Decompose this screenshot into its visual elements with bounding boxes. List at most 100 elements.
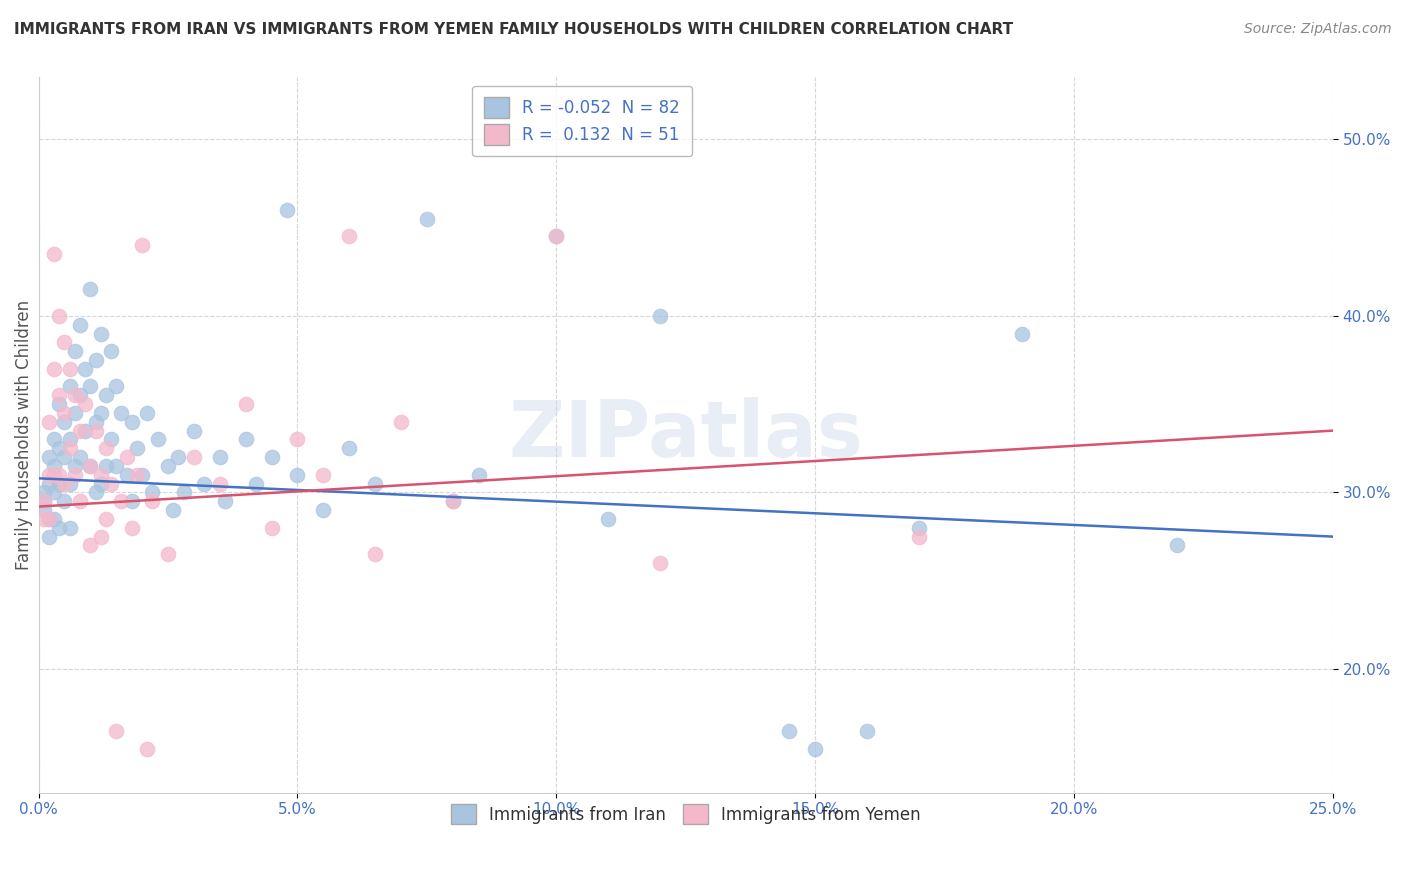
Point [38, 415, 60, 429]
Point [53, 494, 76, 508]
Point [167, 450, 190, 464]
Point [441, 494, 464, 508]
Point [110, 494, 132, 508]
Point [183, 450, 205, 464]
Point [115, 467, 138, 482]
Point [75, 397, 97, 411]
Point [59, 476, 82, 491]
Point [53, 450, 76, 464]
Point [260, 521, 283, 535]
Point [32, 503, 55, 517]
Point [90, 326, 112, 341]
Point [121, 415, 143, 429]
Text: ZIPatlas: ZIPatlas [508, 397, 863, 473]
Point [115, 450, 138, 464]
Point [131, 238, 153, 252]
Point [63, 388, 86, 402]
Point [42, 458, 65, 473]
Point [312, 503, 335, 517]
Point [208, 450, 231, 464]
Point [125, 442, 148, 456]
Point [63, 344, 86, 359]
Point [84, 424, 107, 438]
Point [69, 388, 91, 402]
Point [235, 433, 257, 447]
Point [208, 476, 231, 491]
Point [90, 406, 112, 420]
Point [193, 476, 215, 491]
Point [546, 229, 568, 244]
Point [100, 344, 122, 359]
Point [48, 467, 70, 482]
Point [364, 547, 387, 561]
Point [105, 723, 128, 738]
Point [105, 458, 128, 473]
Point [141, 494, 163, 508]
Point [69, 450, 91, 464]
Point [183, 424, 205, 438]
Point [42, 485, 65, 500]
Point [804, 741, 827, 756]
Point [69, 424, 91, 438]
Point [337, 229, 360, 244]
Point [79, 379, 101, 393]
Point [94, 442, 117, 456]
Point [94, 458, 117, 473]
Point [416, 211, 439, 226]
Point [53, 335, 76, 350]
Point [69, 494, 91, 508]
Point [48, 442, 70, 456]
Point [131, 467, 153, 482]
Point [42, 247, 65, 261]
Text: Source: ZipAtlas.com: Source: ZipAtlas.com [1244, 22, 1392, 37]
Point [32, 494, 55, 508]
Point [907, 530, 929, 544]
Y-axis label: Family Households with Children: Family Households with Children [15, 300, 32, 570]
Point [337, 442, 360, 456]
Point [287, 467, 309, 482]
Point [84, 353, 107, 368]
Point [100, 476, 122, 491]
Point [38, 530, 60, 544]
Point [136, 741, 159, 756]
Point [245, 476, 267, 491]
Point [1166, 538, 1188, 552]
Point [364, 476, 387, 491]
Point [856, 723, 879, 738]
Point [173, 485, 195, 500]
Point [907, 521, 929, 535]
Point [63, 406, 86, 420]
Point [90, 467, 112, 482]
Point [42, 467, 65, 482]
Point [53, 415, 76, 429]
Point [260, 450, 283, 464]
Point [38, 467, 60, 482]
Point [59, 379, 82, 393]
Point [59, 433, 82, 447]
Point [75, 361, 97, 376]
Point [59, 521, 82, 535]
Point [53, 406, 76, 420]
Point [214, 494, 236, 508]
Point [42, 361, 65, 376]
Point [276, 202, 298, 217]
Point [59, 361, 82, 376]
Point [287, 433, 309, 447]
Point [1011, 326, 1033, 341]
Point [125, 467, 148, 482]
Point [100, 433, 122, 447]
Point [94, 512, 117, 526]
Point [75, 424, 97, 438]
Point [146, 433, 169, 447]
Point [38, 450, 60, 464]
Point [162, 503, 184, 517]
Point [38, 476, 60, 491]
Point [79, 458, 101, 473]
Point [32, 485, 55, 500]
Point [48, 309, 70, 323]
Point [90, 530, 112, 544]
Point [441, 494, 464, 508]
Point [121, 521, 143, 535]
Point [156, 547, 179, 561]
Point [136, 406, 159, 420]
